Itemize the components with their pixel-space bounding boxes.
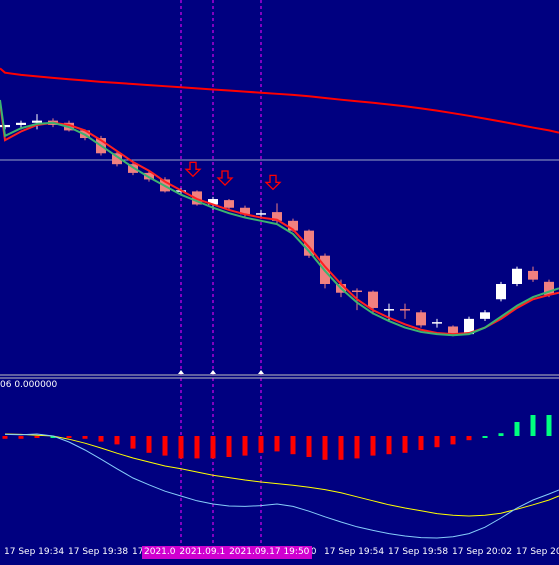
candle-body-14	[224, 200, 234, 208]
candle-body-22	[352, 290, 362, 293]
signal-line-yellow	[4, 433, 559, 517]
histogram-bar-8	[130, 436, 136, 449]
histogram-bar-32	[514, 422, 520, 436]
histogram-bar-6	[98, 436, 104, 442]
candle-body-16	[256, 213, 266, 215]
vertical-marker-lines	[178, 0, 264, 545]
sell-arrow-icon-2	[216, 170, 234, 186]
candle-body-25	[400, 309, 410, 311]
time-label-7: 17 Sep 20:02	[452, 547, 513, 557]
histogram-bar-7	[114, 436, 120, 445]
histogram-bar-10	[162, 436, 168, 456]
histogram-bar-29	[466, 436, 472, 441]
candle-body-0	[0, 124, 10, 128]
histogram-bar-19	[306, 436, 312, 457]
candle-body-15	[240, 207, 250, 215]
histogram-bar-30	[482, 436, 488, 438]
ma-slow-line	[0, 67, 559, 134]
histogram-bar-0	[2, 436, 8, 439]
time-label-8: 17 Sep 20	[516, 547, 559, 557]
histogram-bar-27	[434, 436, 440, 448]
sell-arrow-icon-1	[184, 161, 202, 178]
candle-body-27	[432, 322, 442, 324]
histogram-bar-16	[258, 436, 264, 453]
time-label-1: 17 Sep 19:34	[4, 547, 65, 557]
candle-body-7	[112, 153, 122, 165]
indicator-value-label: 06 0.000000	[0, 380, 58, 390]
sell-arrow-icon-3	[264, 174, 282, 191]
marker-tick-2	[210, 370, 216, 374]
histogram-bar-11	[178, 436, 184, 459]
candle-body-2	[32, 120, 42, 123]
ma-fast-line	[0, 102, 559, 336]
time-label-2: 17 Sep 19:38	[68, 547, 129, 557]
histogram-bar-13	[210, 436, 216, 459]
histogram-bar-1	[18, 436, 24, 439]
date-highlight-2: 2021.09.1	[179, 547, 226, 557]
marker-tick-1	[178, 370, 184, 374]
histogram-bar-22	[354, 436, 360, 459]
date-highlight-labels: 2021.0 2021.09.1 2021.09.17 19:50	[142, 546, 313, 559]
candle-body-23	[368, 291, 378, 308]
histogram-bar-5	[82, 436, 88, 439]
candle-body-34	[544, 281, 554, 295]
histogram-bar-14	[226, 436, 232, 457]
candle-body-18	[288, 220, 298, 231]
candle-body-13	[208, 199, 218, 205]
sell-arrows-layer	[184, 161, 282, 191]
histogram-bar-2	[34, 436, 40, 438]
histogram-bar-17	[274, 436, 280, 452]
time-label-5: 17 Sep 19:54	[324, 547, 385, 557]
histogram-bar-9	[146, 436, 152, 453]
candle-body-32	[512, 268, 522, 284]
candle-body-33	[528, 270, 538, 280]
histogram-bar-18	[290, 436, 296, 455]
pane-separator	[0, 374, 559, 379]
candle-body-29	[464, 318, 474, 335]
histogram-bar-21	[338, 436, 344, 460]
candle-body-26	[416, 312, 426, 326]
time-label-6: 17 Sep 19:58	[388, 547, 449, 557]
ma-green-line	[0, 99, 559, 337]
histogram-bar-26	[418, 436, 424, 450]
histogram-bar-34	[546, 415, 552, 436]
histogram-bar-33	[530, 415, 536, 436]
candle-body-31	[496, 284, 506, 300]
histogram-bar-15	[242, 436, 248, 456]
histogram-bar-23	[370, 436, 376, 456]
histogram-bar-20	[322, 436, 328, 460]
histogram-bar-4	[66, 436, 72, 438]
histogram-bar-28	[450, 436, 456, 445]
signal-lines-layer	[4, 433, 559, 539]
histogram-bar-3	[50, 436, 56, 438]
moving-averages-layer	[0, 67, 559, 337]
histogram-bar-25	[402, 436, 408, 453]
histogram-bar-24	[386, 436, 392, 455]
candle-body-1	[16, 122, 26, 125]
candle-body-19	[304, 230, 314, 256]
histogram-layer	[2, 415, 552, 460]
candle-body-24	[384, 309, 394, 311]
time-label-3: 17	[132, 547, 144, 557]
signal-line-blue	[4, 433, 559, 539]
marker-tick-3	[258, 370, 264, 374]
histogram-bar-31	[498, 433, 504, 436]
candle-body-17	[272, 212, 282, 221]
candle-body-28	[448, 326, 458, 335]
date-highlight-3: 2021.09.17 19:50	[229, 547, 310, 557]
date-highlight-1: 2021.0	[144, 547, 176, 557]
histogram-bar-12	[194, 436, 200, 459]
candle-body-30	[480, 312, 490, 319]
